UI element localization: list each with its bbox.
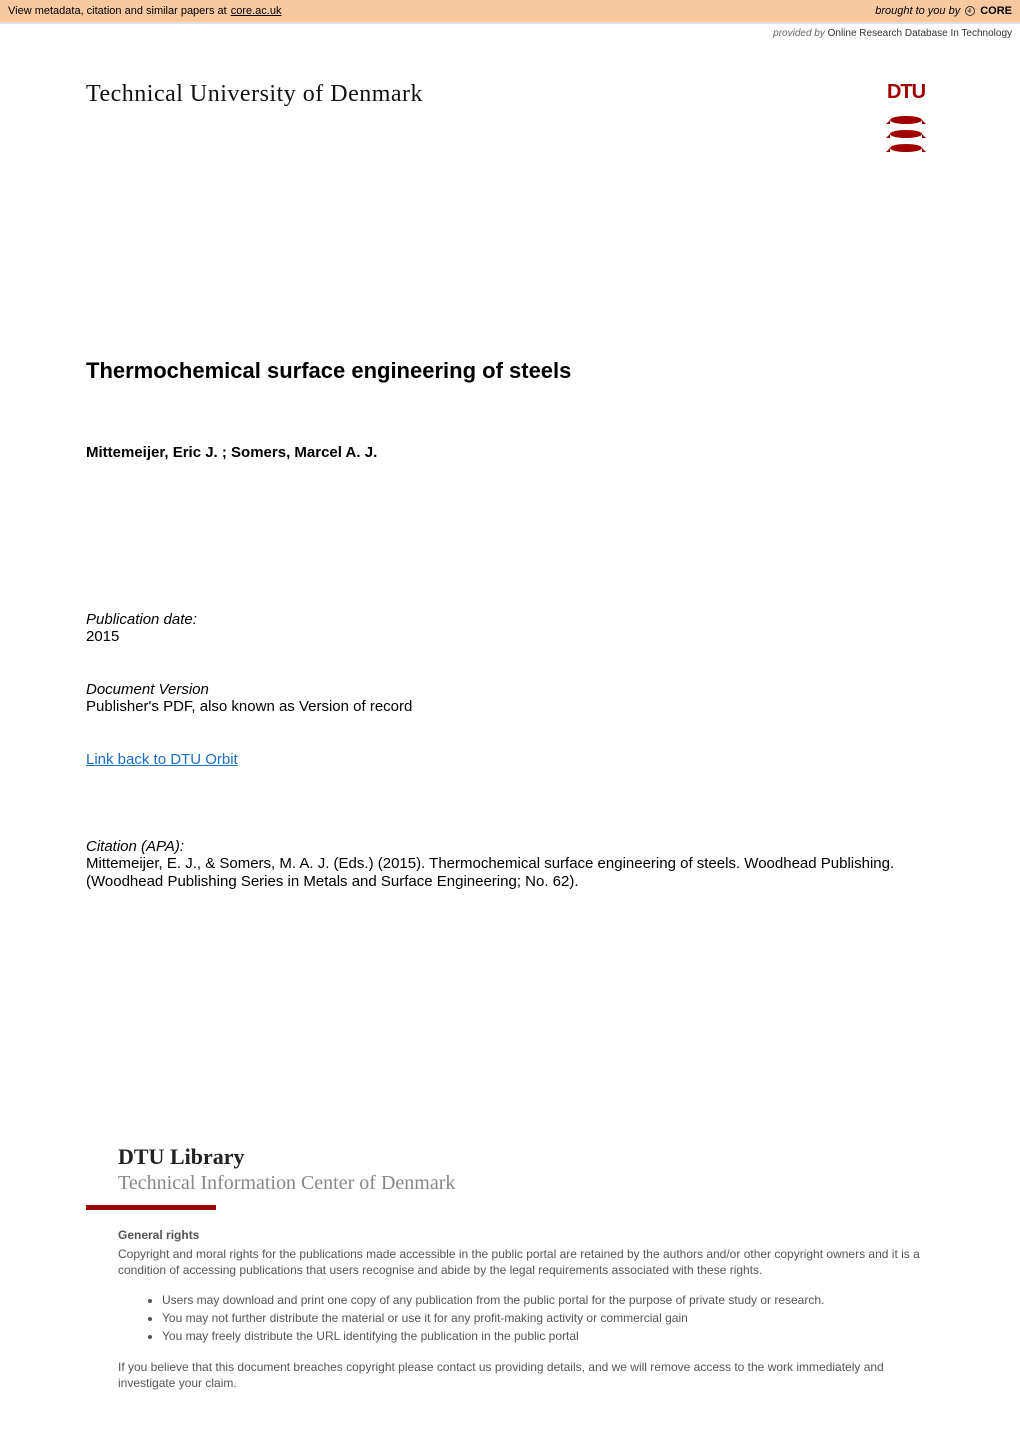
publication-date-block: Publication date: 2015 xyxy=(86,611,934,645)
rights-item: Users may download and print one copy of… xyxy=(162,1291,934,1309)
paper-authors: Mittemeijer, Eric J. ; Somers, Marcel A.… xyxy=(86,444,934,461)
page-footer: DTU Library Technical Information Center… xyxy=(118,1144,934,1403)
core-prefix-text: View metadata, citation and similar pape… xyxy=(8,5,227,17)
core-banner-left: View metadata, citation and similar pape… xyxy=(8,5,281,17)
provided-prefix: provided by xyxy=(773,28,827,39)
document-version-block: Document Version Publisher's PDF, also k… xyxy=(86,681,934,715)
pub-date-value: 2015 xyxy=(86,628,934,645)
page-content: Technical University of Denmark DTU Ther… xyxy=(0,41,1020,931)
provided-by-bar: provided by Online Research Database In … xyxy=(0,24,1020,41)
core-logo-icon xyxy=(964,5,976,17)
core-banner: View metadata, citation and similar pape… xyxy=(0,0,1020,24)
dtu-lion-icon xyxy=(882,110,930,158)
provided-source[interactable]: Online Research Database In Technology xyxy=(828,28,1012,39)
page-header: Technical University of Denmark DTU xyxy=(86,81,934,158)
red-divider xyxy=(86,1205,216,1210)
library-title: DTU Library xyxy=(118,1144,934,1170)
core-source-link[interactable]: core.ac.uk xyxy=(231,5,282,17)
doc-version-value: Publisher's PDF, also known as Version o… xyxy=(86,698,934,715)
core-banner-right[interactable]: brought to you by CORE xyxy=(875,5,1012,17)
orbit-link[interactable]: Link back to DTU Orbit xyxy=(86,751,238,768)
dtu-logo-text: DTU xyxy=(887,81,925,104)
rights-intro: Copyright and moral rights for the publi… xyxy=(118,1246,934,1278)
library-subtitle: Technical Information Center of Denmark xyxy=(118,1172,934,1195)
rights-closing: If you believe that this document breach… xyxy=(118,1359,934,1391)
core-brought-by-text: brought to you by xyxy=(875,5,960,17)
rights-item: You may not further distribute the mater… xyxy=(162,1309,934,1327)
doc-version-label: Document Version xyxy=(86,681,934,698)
citation-label: Citation (APA): xyxy=(86,838,934,855)
citation-block: Citation (APA): Mittemeijer, E. J., & So… xyxy=(86,838,934,891)
rights-item: You may freely distribute the URL identi… xyxy=(162,1327,934,1345)
rights-heading: General rights xyxy=(118,1228,934,1242)
rights-list: Users may download and print one copy of… xyxy=(118,1291,934,1345)
core-brand-text: CORE xyxy=(980,5,1012,17)
paper-title: Thermochemical surface engineering of st… xyxy=(86,358,934,384)
citation-text: Mittemeijer, E. J., & Somers, M. A. J. (… xyxy=(86,855,934,891)
university-name: Technical University of Denmark xyxy=(86,81,423,108)
dtu-logo: DTU xyxy=(878,81,934,158)
pub-date-label: Publication date: xyxy=(86,611,934,628)
